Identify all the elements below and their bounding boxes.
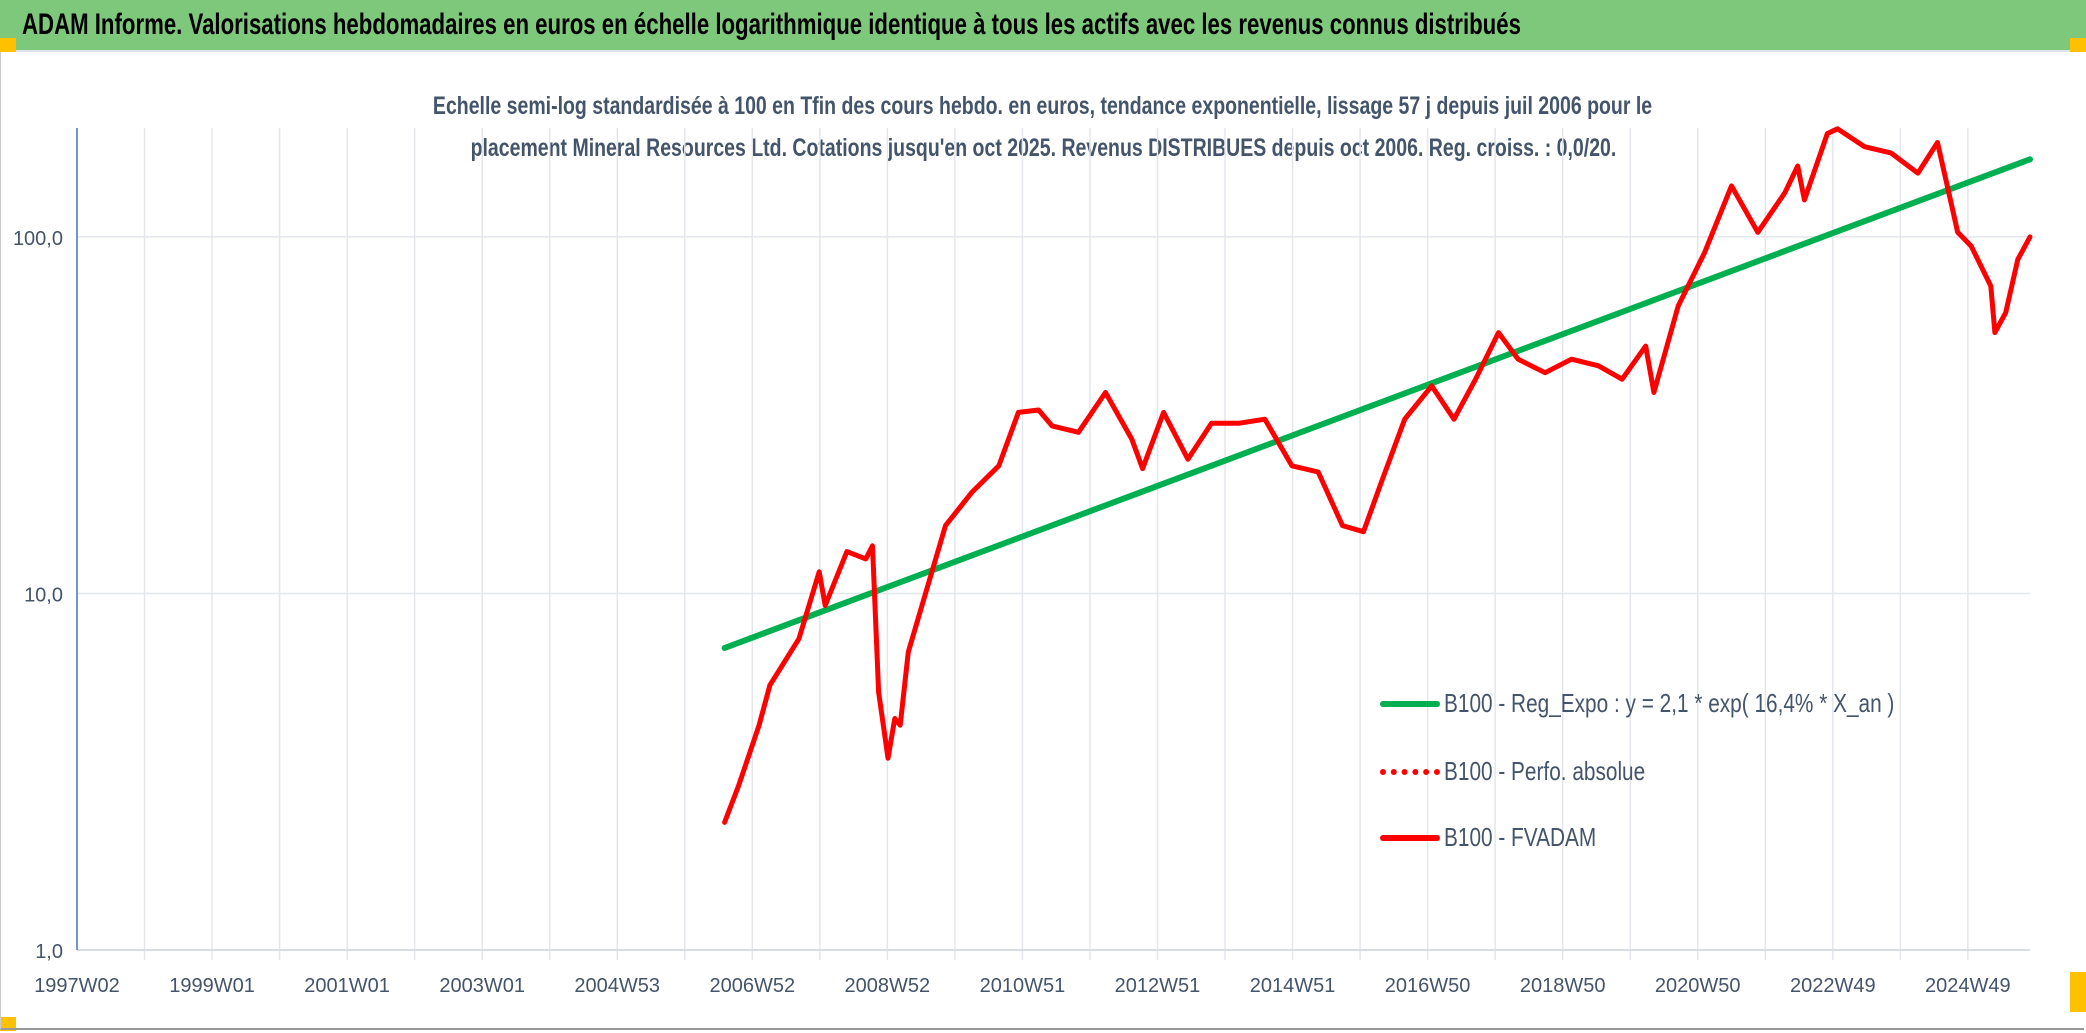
corner-handle-bottom-right bbox=[2070, 972, 2086, 1012]
legend-item-trend: B100 - Reg_Expo : y = 2,1 * exp( 16,4% *… bbox=[1380, 688, 2007, 719]
x-tick-label: 2014W51 bbox=[1250, 975, 1336, 997]
x-tick-label: 2004W53 bbox=[574, 975, 660, 997]
legend-label-fvadam: B100 - FVADAM bbox=[1444, 822, 1597, 852]
x-tick-label: 2008W52 bbox=[845, 975, 931, 997]
x-tick-label: 2003W01 bbox=[439, 975, 525, 997]
y-tick-label: 10,0 bbox=[24, 584, 63, 606]
page-title: ADAM Informe. Valorisations hebdomadaire… bbox=[22, 8, 1521, 41]
corner-handle-bottom-left bbox=[0, 1017, 16, 1031]
x-tick-label: 2001W01 bbox=[304, 975, 390, 997]
series-line-fvadam bbox=[722, 126, 2033, 825]
legend-label-perfo: B100 - Perfo. absolue bbox=[1444, 756, 1646, 786]
x-tick-label: 2020W50 bbox=[1655, 975, 1741, 997]
series-line-trend bbox=[721, 156, 2033, 651]
y-tick-label: 1,0 bbox=[35, 941, 63, 963]
x-tick-label: 2006W52 bbox=[709, 975, 795, 997]
chart-title-line-1: Echelle semi-log standardisée à 100 en T… bbox=[433, 92, 1653, 120]
corner-handle-top-left bbox=[0, 38, 16, 52]
header-bar: ADAM Informe. Valorisations hebdomadaire… bbox=[0, 0, 2086, 52]
x-tick-label: 2022W49 bbox=[1790, 975, 1876, 997]
y-tick-label: 100,0 bbox=[13, 228, 63, 250]
chart-title-line-2: placement Mineral Resources Ltd. Cotatio… bbox=[470, 134, 1616, 162]
legend-swatch-trend bbox=[1380, 700, 1440, 707]
x-tick-label: 2016W50 bbox=[1385, 975, 1471, 997]
x-tick-label: 1999W01 bbox=[169, 975, 255, 997]
x-tick-label: 2012W51 bbox=[1115, 975, 1201, 997]
legend-swatch-perfo bbox=[1380, 768, 1440, 775]
x-tick-label: 2010W51 bbox=[980, 975, 1066, 997]
legend-item-fvadam: B100 - FVADAM bbox=[1380, 822, 1634, 853]
x-tick-label: 2018W50 bbox=[1520, 975, 1606, 997]
corner-handle-top-right bbox=[2070, 38, 2086, 52]
legend-label-trend: B100 - Reg_Expo : y = 2,1 * exp( 16,4% *… bbox=[1444, 688, 1895, 718]
chart-frame bbox=[0, 52, 2084, 1030]
legend-swatch-fvadam bbox=[1380, 834, 1440, 841]
x-tick-label: 1997W02 bbox=[34, 975, 120, 997]
legend-item-perfo: B100 - Perfo. absolue bbox=[1380, 756, 1696, 787]
x-tick-label: 2024W49 bbox=[1925, 975, 2011, 997]
